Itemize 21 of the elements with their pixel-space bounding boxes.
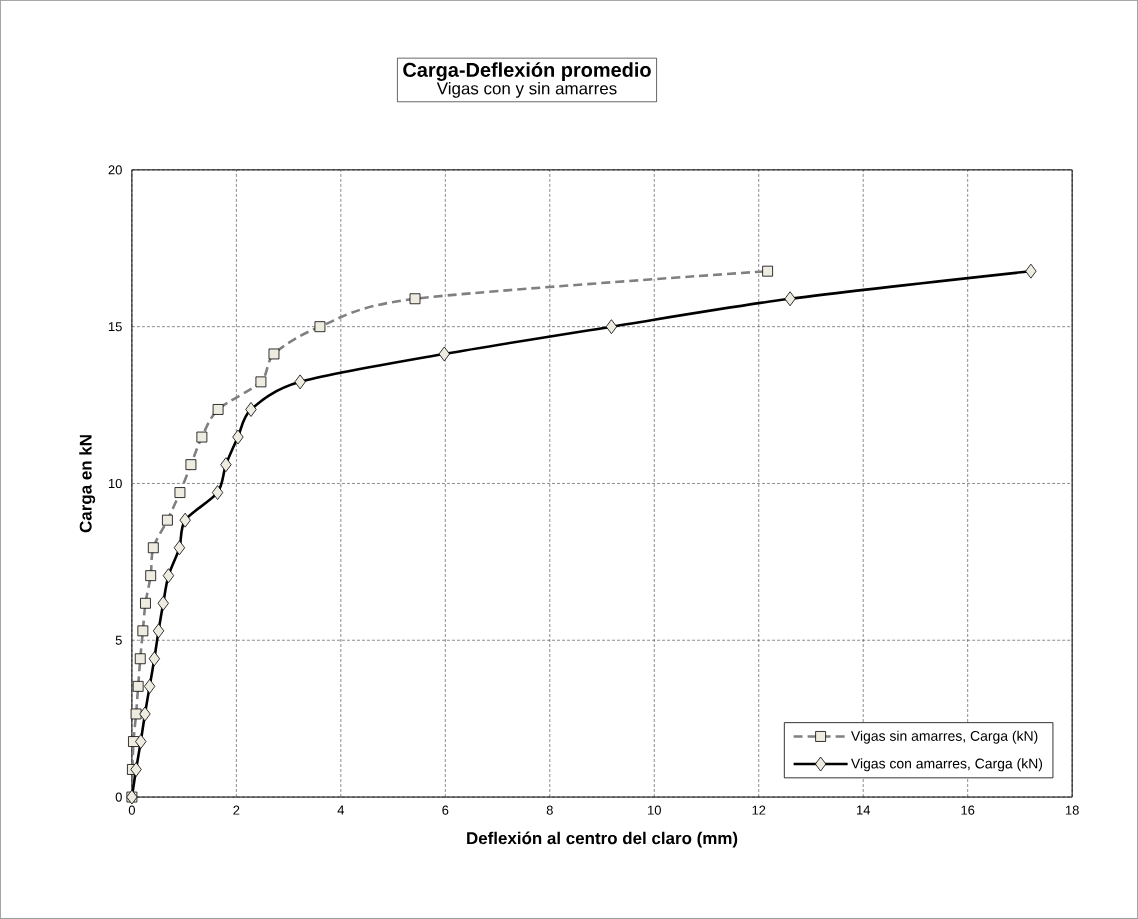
chart-subtitle: Vigas con y sin amarres xyxy=(436,82,617,98)
x-tick-label: 12 xyxy=(752,805,766,815)
x-tick-label: 0 xyxy=(128,805,135,815)
x-tick-label: 18 xyxy=(1065,805,1079,815)
chart-title: Carga-Deflexión promedio xyxy=(403,62,651,82)
y-tick-label: 20 xyxy=(108,165,122,175)
x-tick-label: 10 xyxy=(648,805,661,815)
y-tick-label: 5 xyxy=(115,635,122,645)
y-tick-label: 10 xyxy=(108,478,122,489)
x-tick-label: 16 xyxy=(961,805,975,815)
x-tick-label: 14 xyxy=(856,805,871,815)
y-axis-title: Carga en kN xyxy=(79,435,96,533)
x-tick-label: 8 xyxy=(546,805,553,815)
x-tick-label: 6 xyxy=(442,805,449,815)
y-tick-label: 15 xyxy=(108,322,122,332)
legend-label: Vigas sin amarres, Carga (kN) xyxy=(850,730,1038,744)
legend-label: Vigas con amarres, Carga (kN) xyxy=(850,758,1043,772)
y-tick-label: 0 xyxy=(115,792,122,802)
x-axis-title: Deflexión al centro del claro (mm) xyxy=(467,831,738,848)
x-tick-label: 2 xyxy=(233,805,240,815)
x-tick-label: 4 xyxy=(337,805,345,815)
